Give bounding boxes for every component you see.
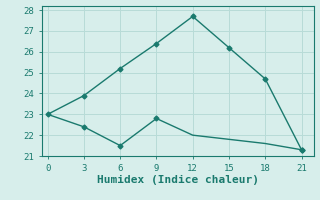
X-axis label: Humidex (Indice chaleur): Humidex (Indice chaleur) (97, 175, 259, 185)
